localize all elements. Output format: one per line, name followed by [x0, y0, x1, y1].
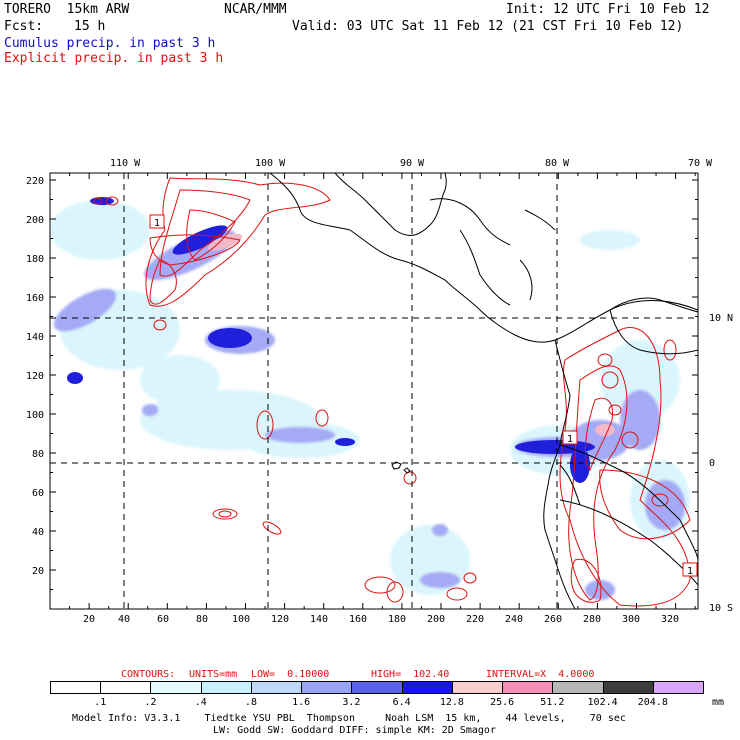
colorbar-segment	[451, 681, 504, 694]
box-label-3: 1	[687, 566, 693, 577]
colorbar-label: .1	[94, 697, 107, 708]
colorbar-segment	[351, 681, 403, 694]
y-tick-120: 120	[26, 371, 45, 382]
y-tick-60: 60	[32, 488, 45, 499]
lon-label-80w: 80 W	[545, 158, 570, 169]
colorbar-segment	[250, 681, 303, 694]
model-info-line: Model Info: V3.3.1 Tiedtke YSU PBL Thomp…	[72, 713, 626, 724]
colorbar-segment	[602, 681, 654, 694]
colorbar-label: .2	[144, 697, 157, 708]
colorbar-label: 12.8	[439, 697, 464, 708]
x-tick-140: 140	[310, 614, 329, 625]
cumulus-precip-label: Cumulus precip. in past 3 h	[4, 36, 216, 51]
x-tick-300: 300	[622, 614, 641, 625]
contours-low: LOW= 0.10000	[251, 669, 330, 680]
contours-units: UNITS=mm	[189, 669, 238, 680]
x-tick-180: 180	[388, 614, 407, 625]
intense-precip-shading	[207, 233, 615, 436]
lat-label-10n: 10 N	[709, 313, 734, 324]
org-label: NCAR/MMM	[224, 2, 287, 17]
lon-label-100w: 100 W	[255, 158, 286, 169]
colorbar-segment	[502, 681, 554, 694]
colorbar-segment	[301, 681, 353, 694]
y-tick-160: 160	[26, 293, 45, 304]
colorbar-segment	[652, 681, 704, 694]
x-tick-280: 280	[583, 614, 602, 625]
lon-label-70w: 70 W	[688, 158, 713, 169]
contours-title: CONTOURS:	[121, 669, 176, 680]
fcst-label: Fcst:	[4, 19, 44, 34]
lat-label-0: 0	[709, 458, 716, 469]
colorbar-segment	[200, 681, 252, 694]
y-tick-40: 40	[32, 527, 45, 538]
axis-ticks	[49, 173, 698, 610]
colorbar-label: 1.6	[292, 697, 311, 708]
lon-label-110w: 110 W	[110, 158, 141, 169]
colorbar-segment	[552, 681, 604, 694]
x-tick-160: 160	[349, 614, 368, 625]
model-physics-line: LW: Godd SW: Goddard DIFF: simple KM: 2D…	[213, 725, 496, 736]
y-tick-180: 180	[26, 254, 45, 265]
init-time: Init: 12 UTC Fri 10 Feb 12	[506, 2, 710, 17]
colorbar-segment	[100, 681, 152, 694]
colorbar-label: 51.2	[540, 697, 565, 708]
lat-label-10s: 10 S	[709, 603, 734, 614]
x-tick-240: 240	[505, 614, 524, 625]
colorbar-label: .8	[244, 697, 257, 708]
y-tick-200: 200	[26, 215, 45, 226]
box-label-markers	[149, 214, 698, 577]
colorbar-segment	[401, 681, 453, 694]
colorbar-label: 102.4	[587, 697, 618, 708]
y-tick-80: 80	[32, 449, 45, 460]
x-tick-120: 120	[271, 614, 290, 625]
contours-interval: INTERVAL=X 4.0000	[486, 669, 595, 680]
x-tick-260: 260	[544, 614, 563, 625]
x-tick-220: 220	[466, 614, 485, 625]
colorbar-segment	[50, 681, 102, 694]
colorbar-label: 3.2	[342, 697, 361, 708]
lon-label-90w: 90 W	[400, 158, 425, 169]
colorbar-unit: mm	[712, 697, 725, 708]
box-label-2: 1	[567, 434, 573, 445]
box-label-1: 1	[154, 218, 160, 229]
lat-lon-grid	[50, 173, 698, 609]
x-tick-200: 200	[427, 614, 446, 625]
contours-high: HIGH= 102.40	[371, 669, 450, 680]
explicit-precip-contours	[93, 177, 691, 607]
fcst-value: 15 h	[74, 19, 106, 34]
colorbar-label: 25.6	[490, 697, 515, 708]
colorbar-label: 204.8	[637, 697, 668, 708]
x-tick-80: 80	[196, 614, 209, 625]
valid-time: Valid: 03 UTC Sat 11 Feb 12 (21 CST Fri …	[292, 19, 684, 34]
y-tick-220: 220	[26, 176, 45, 187]
x-tick-20: 20	[83, 614, 96, 625]
colorbar-label: .4	[194, 697, 207, 708]
x-tick-320: 320	[661, 614, 680, 625]
colorbar-label: 6.4	[392, 697, 411, 708]
y-tick-140: 140	[26, 332, 45, 343]
explicit-precip-label: Explicit precip. in past 3 h	[4, 51, 224, 66]
map-frame	[49, 172, 699, 610]
x-tick-60: 60	[157, 614, 170, 625]
y-tick-100: 100	[26, 410, 45, 421]
colorbar-segment	[150, 681, 202, 694]
x-tick-100: 100	[232, 614, 251, 625]
x-tick-40: 40	[118, 614, 131, 625]
y-tick-20: 20	[32, 566, 45, 577]
model-title: TORERO 15km ARW	[4, 2, 130, 17]
